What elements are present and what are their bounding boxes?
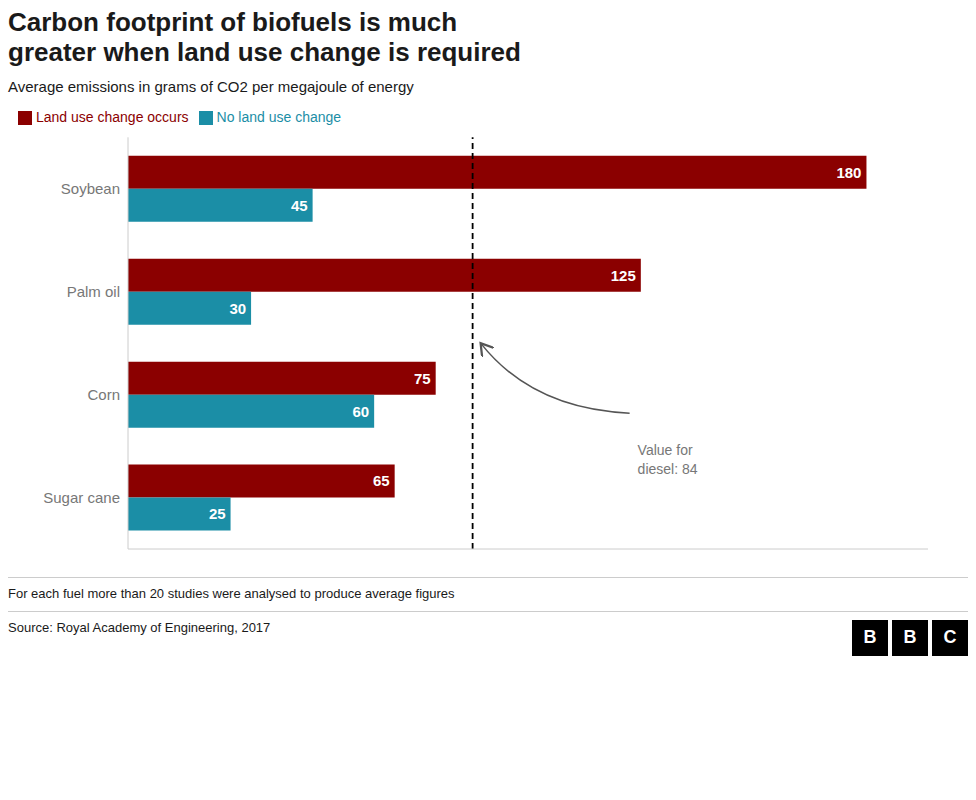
- html-text:Source: Royal Academy of Engin: Source: Royal Academy of Engineering, 20…: [8, 619, 271, 635]
- svg-text:45: 45: [291, 196, 308, 213]
- html-text:C: C: [943, 627, 957, 648]
- svg-text:Soybean: Soybean: [61, 180, 120, 197]
- svg-text:30: 30: [229, 299, 246, 316]
- svg-text:125: 125: [611, 266, 636, 283]
- svg-text:Sugar cane: Sugar cane: [43, 489, 120, 506]
- svg-text:Palm oil: Palm oil: [67, 283, 120, 300]
- svg-text:Value fordiesel: 84: Value fordiesel: 84: [638, 441, 698, 477]
- svg-text:65: 65: [373, 472, 390, 489]
- html-text:Carbon footprint of biofuels i: Carbon footprint of biofuels is much gre…: [8, 7, 521, 67]
- html-text:For each fuel more than 20 stu: For each fuel more than 20 studies were …: [8, 585, 455, 601]
- html-text:B: B: [863, 627, 877, 648]
- svg-text:25: 25: [209, 505, 226, 522]
- html-text:Land use change occurs: Land use change occurs: [36, 108, 189, 125]
- html-text:Average emissions in grams of: Average emissions in grams of CO2 per me…: [8, 77, 414, 95]
- html-text:No land use change: No land use change: [216, 108, 342, 125]
- html-text:B: B: [903, 627, 917, 648]
- svg-text:Corn: Corn: [87, 386, 120, 403]
- svg-text:60: 60: [352, 402, 369, 419]
- svg-text:180: 180: [836, 163, 861, 180]
- svg-text:75: 75: [414, 369, 431, 386]
